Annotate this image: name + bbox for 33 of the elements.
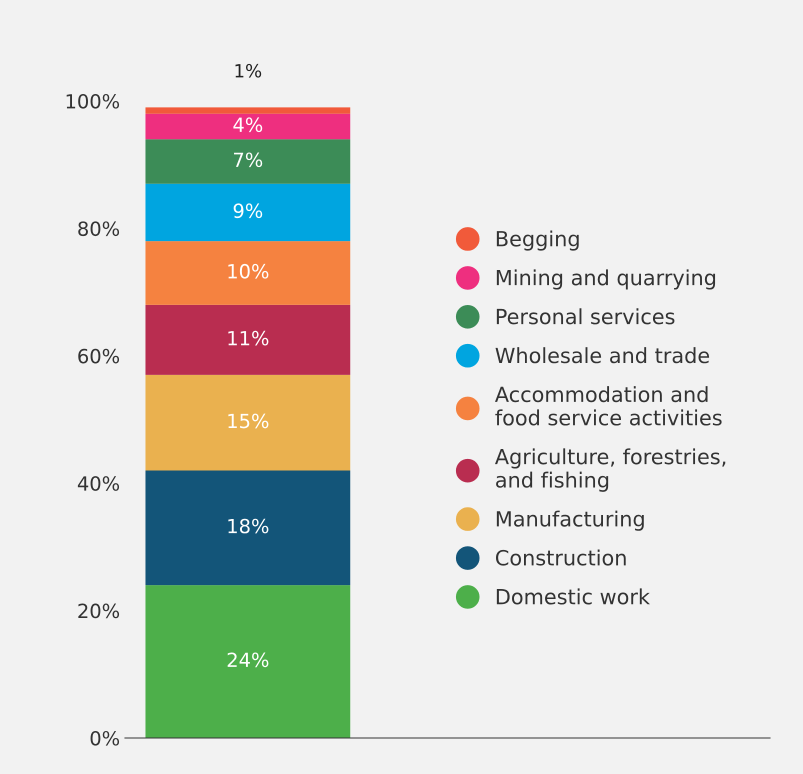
y-tick-label: 100% [66, 94, 120, 109]
bar [145, 184, 350, 242]
bar [145, 139, 350, 184]
bar [145, 585, 350, 738]
data-label: 10% [228, 264, 268, 279]
legend-label: Personal services [496, 308, 674, 324]
data-label: 4% [233, 117, 262, 132]
data-label: 1% [236, 64, 262, 78]
legend-label: Wholesale and trade [496, 347, 710, 364]
data-label: 18% [228, 518, 268, 534]
y-tick-label: 80% [78, 221, 120, 236]
bar [145, 241, 350, 305]
legend-label: Begging [496, 230, 579, 251]
data-label: 7% [234, 152, 262, 168]
legend-label: Mining and quarrying [496, 269, 716, 290]
y-tick-label: 40% [78, 476, 120, 491]
y-tick-label: 20% [78, 604, 120, 618]
bar [145, 470, 350, 586]
y-tick-label: 60% [78, 348, 120, 364]
data-label: 11% [228, 330, 268, 346]
legend-label: Construction [496, 549, 626, 566]
data-label: 24% [228, 652, 268, 668]
data-label: 15% [228, 414, 268, 428]
data-label: 9% [234, 203, 262, 218]
y-tick-label: 0% [90, 730, 120, 746]
legend-label: Domestic work [496, 588, 650, 605]
bar [145, 374, 350, 470]
bar [145, 114, 350, 140]
bar [145, 304, 350, 375]
bar [145, 107, 350, 114]
legend-label: Agriculture, forestries, and fishing [494, 448, 726, 492]
legend-label: Manufacturing [496, 510, 644, 531]
legend-label: Accommodation and food service activities [494, 386, 722, 426]
